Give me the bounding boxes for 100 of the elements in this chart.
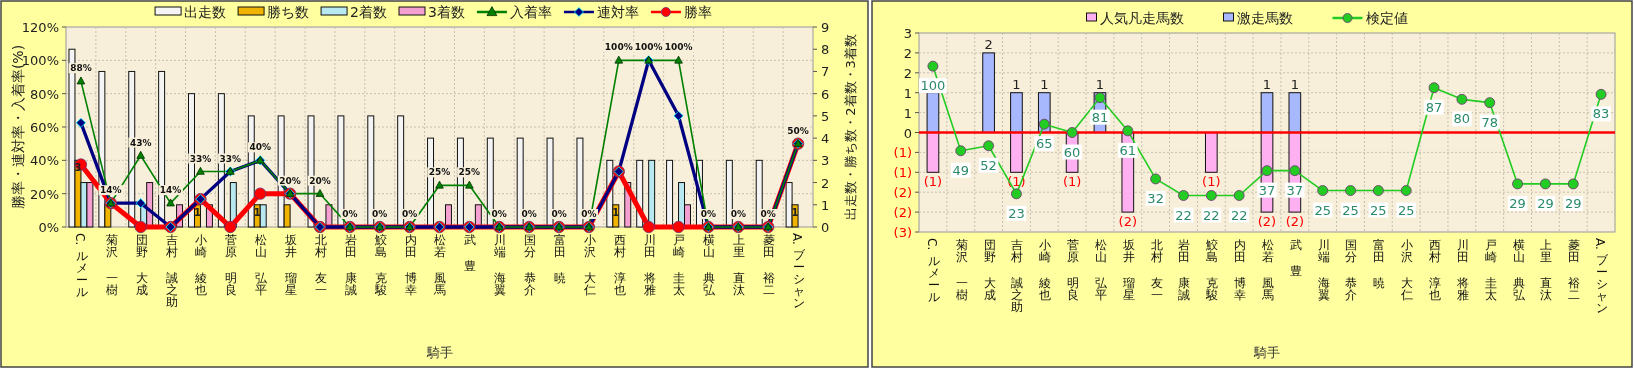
data-label: 25% xyxy=(428,167,451,178)
data-label: 32 xyxy=(1147,190,1164,206)
data-label: 78 xyxy=(1481,114,1498,130)
x-tick-label: 国分 恭介 xyxy=(1342,237,1358,302)
data-label: 33% xyxy=(219,153,242,164)
x-tick-label: 西村 淳也 xyxy=(610,232,626,297)
x-tick-label: 鮫島 克駿 xyxy=(371,232,387,297)
y-tick-label: (1) xyxy=(893,145,912,161)
data-label: 25 xyxy=(1342,202,1359,218)
data-label: 0% xyxy=(730,209,746,219)
x-tick-label: 鮫島 克駿 xyxy=(1203,237,1219,302)
y2-tick-label: 0 xyxy=(821,220,830,235)
legend-label: 人気凡走馬数 xyxy=(1099,10,1184,26)
data-label: 20% xyxy=(279,175,301,186)
data-label: 23 xyxy=(1008,205,1025,221)
x-tick-label: 松若 風馬 xyxy=(1258,237,1274,302)
y-tick-label: 40% xyxy=(30,153,59,169)
x-tick-label: 西村 淳也 xyxy=(1426,237,1441,302)
data-label: 29 xyxy=(1537,195,1554,211)
data-label: 60 xyxy=(1063,144,1081,160)
y-tick-label: 1 xyxy=(903,85,912,101)
data-label: (2) xyxy=(1118,214,1138,230)
x-tick-label: 国分 恭介 xyxy=(521,232,537,297)
x-axis-title: 騎手 xyxy=(425,345,453,360)
x-tick-label: 吉村 誠之助 xyxy=(162,232,178,309)
data-label: 100% xyxy=(664,42,693,53)
data-label: 0% xyxy=(700,209,717,219)
x-tick-label: 横山 典弘 xyxy=(1509,237,1526,302)
data-label: (1) xyxy=(923,174,943,190)
data-label: (1) xyxy=(1202,174,1221,190)
legend-label: 入着率 xyxy=(509,4,552,20)
x-tick-label: 菊沢 一樹 xyxy=(952,237,968,302)
data-label: 22 xyxy=(1230,207,1248,223)
x-tick-label: 上里 直汰 xyxy=(1537,237,1553,302)
legend-label: 連対率 xyxy=(596,4,639,20)
x-tick-label: 菱田 裕二 xyxy=(1565,237,1581,302)
x-tick-label: 小崎 綾也 xyxy=(1036,237,1052,302)
data-label: 1 xyxy=(253,206,261,218)
y-tick-label: (3) xyxy=(893,225,912,240)
y2-axis-title: 出走数・勝ち数・2着数・3着数 xyxy=(843,34,858,220)
data-label: 29 xyxy=(1509,195,1526,211)
y-tick-label: (2) xyxy=(893,185,912,201)
data-label: 22 xyxy=(1175,207,1192,223)
data-label: 25 xyxy=(1370,202,1387,218)
x-tick-label: 武 豊 xyxy=(1286,237,1302,278)
x-tick-label: 菅原 明良 xyxy=(222,232,238,297)
y2-tick-label: 3 xyxy=(821,153,830,169)
data-label: 1 xyxy=(1262,76,1272,92)
y2-tick-label: 8 xyxy=(821,42,830,58)
x-tick-label: 小沢 大仁 xyxy=(580,232,596,297)
x-tick-label: 富田 暁 xyxy=(550,232,566,285)
legend-label: 3着数 xyxy=(428,4,465,20)
x-axis-title: 騎手 xyxy=(1253,345,1280,360)
y2-tick-label: 5 xyxy=(821,108,830,124)
y-tick-label: 3 xyxy=(903,26,912,41)
y-tick-label: 0 xyxy=(903,125,912,141)
data-label: 14% xyxy=(159,185,182,196)
x-tick-label: 北村 友一 xyxy=(311,232,327,297)
data-label: 40% xyxy=(249,142,271,153)
y-tick-label: 120% xyxy=(21,20,59,35)
data-label: 100 xyxy=(920,78,946,94)
x-tick-label: 川田 将雅 xyxy=(640,232,656,297)
x-tick-label: 坂井 瑠星 xyxy=(282,232,298,297)
x-tick-label: 横山 典弘 xyxy=(700,232,717,297)
y-tick-label: 20% xyxy=(30,186,59,202)
data-label: 2 xyxy=(984,36,993,52)
x-tick-label: 岩田 康誠 xyxy=(341,232,357,297)
y-tick-label: 1 xyxy=(903,105,912,121)
data-label: 0% xyxy=(491,209,507,219)
y-tick-label: 60% xyxy=(30,120,59,135)
x-tick-label: 小崎 綾也 xyxy=(192,232,208,297)
x-tick-label: 松若 風馬 xyxy=(431,232,447,297)
y2-tick-label: 6 xyxy=(821,86,830,102)
data-label: 43% xyxy=(129,137,152,148)
data-label: 20% xyxy=(309,175,331,186)
data-label: 25% xyxy=(458,167,481,178)
x-tick-label: 内田 博幸 xyxy=(401,232,417,297)
y-tick-label: (2) xyxy=(893,205,912,221)
x-tick-label: 菅原 明良 xyxy=(1064,237,1080,302)
y-tick-label: 2 xyxy=(903,65,912,81)
legend-label: 出走数 xyxy=(184,4,227,20)
data-label: 87 xyxy=(1425,99,1443,115)
x-tick-label: 富田 暁 xyxy=(1370,237,1386,290)
x-tick-label: 小沢 大仁 xyxy=(1398,237,1414,302)
data-label: 25 xyxy=(1314,202,1331,218)
data-label: 0% xyxy=(551,209,567,219)
x-tick-label: 上里 直汰 xyxy=(730,232,746,297)
data-label: 0% xyxy=(760,209,776,219)
data-label: 81 xyxy=(1091,109,1109,125)
legend-label: 検定値 xyxy=(1365,10,1408,26)
y-tick-label: 2 xyxy=(903,45,912,61)
y2-tick-label: 4 xyxy=(821,131,830,147)
data-label: 49 xyxy=(952,162,970,178)
data-label: 1 xyxy=(1012,76,1021,92)
x-tick-label: C. ルメール xyxy=(924,238,940,304)
x-tick-label: 戸崎 圭太 xyxy=(1481,237,1497,302)
x-tick-label: A. ブーシャン xyxy=(1593,238,1610,316)
x-tick-label: C. ルメール xyxy=(72,233,88,299)
data-label: 100% xyxy=(604,42,633,53)
data-label: 88% xyxy=(70,63,92,74)
